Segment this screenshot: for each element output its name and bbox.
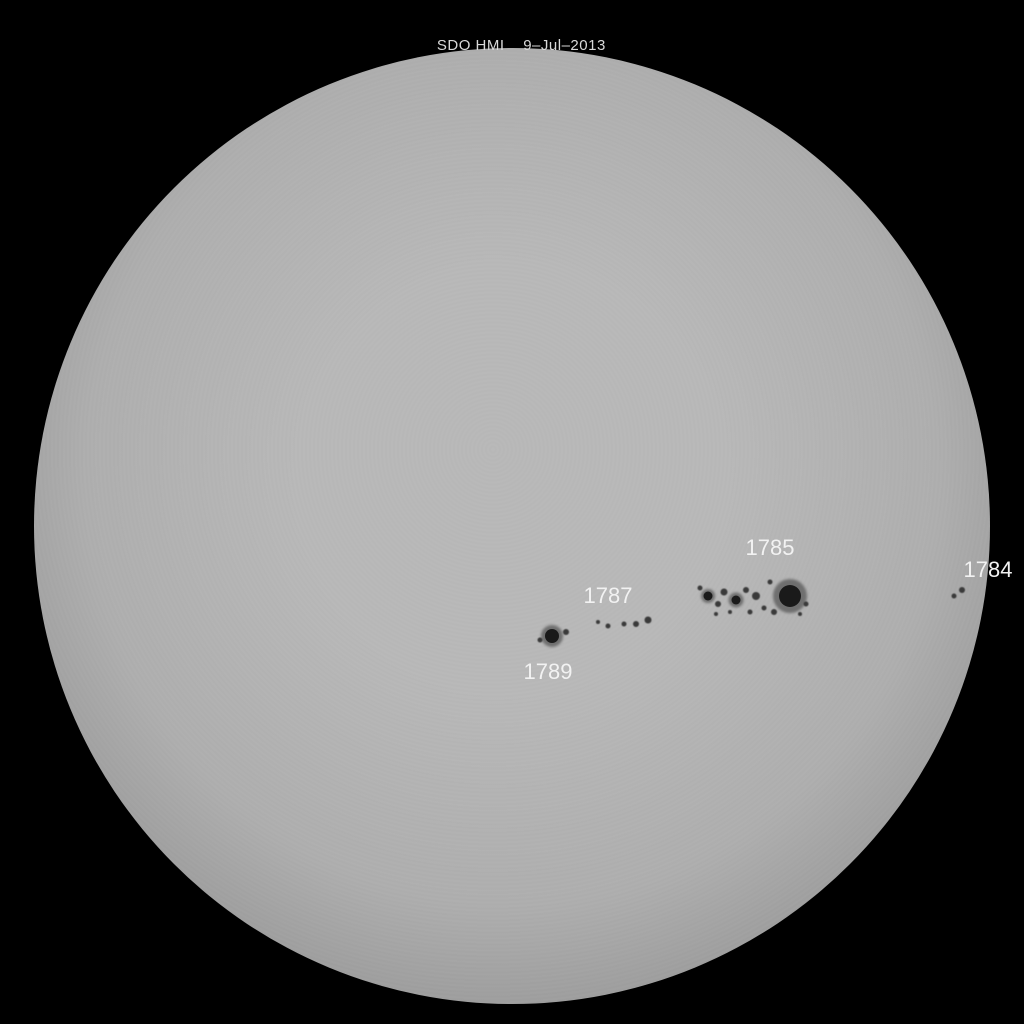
- sunspot: [959, 587, 965, 593]
- sunspot: [633, 621, 639, 627]
- observation-date: 9–Jul–2013: [523, 37, 606, 54]
- sunspot: [768, 580, 773, 585]
- sunspot: [743, 587, 749, 593]
- sunspot: [804, 602, 809, 607]
- solar-image-stage: SDO HMI 9–Jul–2013 1785 1784 1787 1789: [0, 0, 1024, 1024]
- sunspot: [698, 586, 703, 591]
- sunspot: [721, 589, 728, 596]
- active-region-label: 1787: [584, 583, 633, 609]
- sunspot: [779, 585, 801, 607]
- sunspot: [563, 629, 569, 635]
- solar-disc-texture: [34, 48, 990, 1004]
- sunspot: [715, 601, 721, 607]
- sunspot: [732, 596, 741, 605]
- sunspot: [645, 617, 652, 624]
- sunspot: [545, 629, 559, 643]
- instrument-label: SDO HMI: [437, 37, 505, 54]
- sunspot: [622, 622, 627, 627]
- sunspot: [704, 592, 713, 601]
- sunspot: [596, 620, 600, 624]
- sunspot: [728, 610, 732, 614]
- image-header: SDO HMI 9–Jul–2013: [0, 20, 1024, 71]
- active-region-label: 1784: [964, 557, 1013, 583]
- sunspot: [752, 592, 760, 600]
- sunspot: [952, 594, 957, 599]
- sunspot: [771, 609, 777, 615]
- active-region-label: 1785: [746, 535, 795, 561]
- sunspot: [538, 638, 543, 643]
- sunspot: [748, 610, 753, 615]
- sunspot: [798, 612, 802, 616]
- sunspot: [606, 624, 611, 629]
- sunspot: [714, 612, 718, 616]
- sunspot: [762, 606, 767, 611]
- header-gap: [505, 37, 524, 54]
- active-region-label: 1789: [524, 659, 573, 685]
